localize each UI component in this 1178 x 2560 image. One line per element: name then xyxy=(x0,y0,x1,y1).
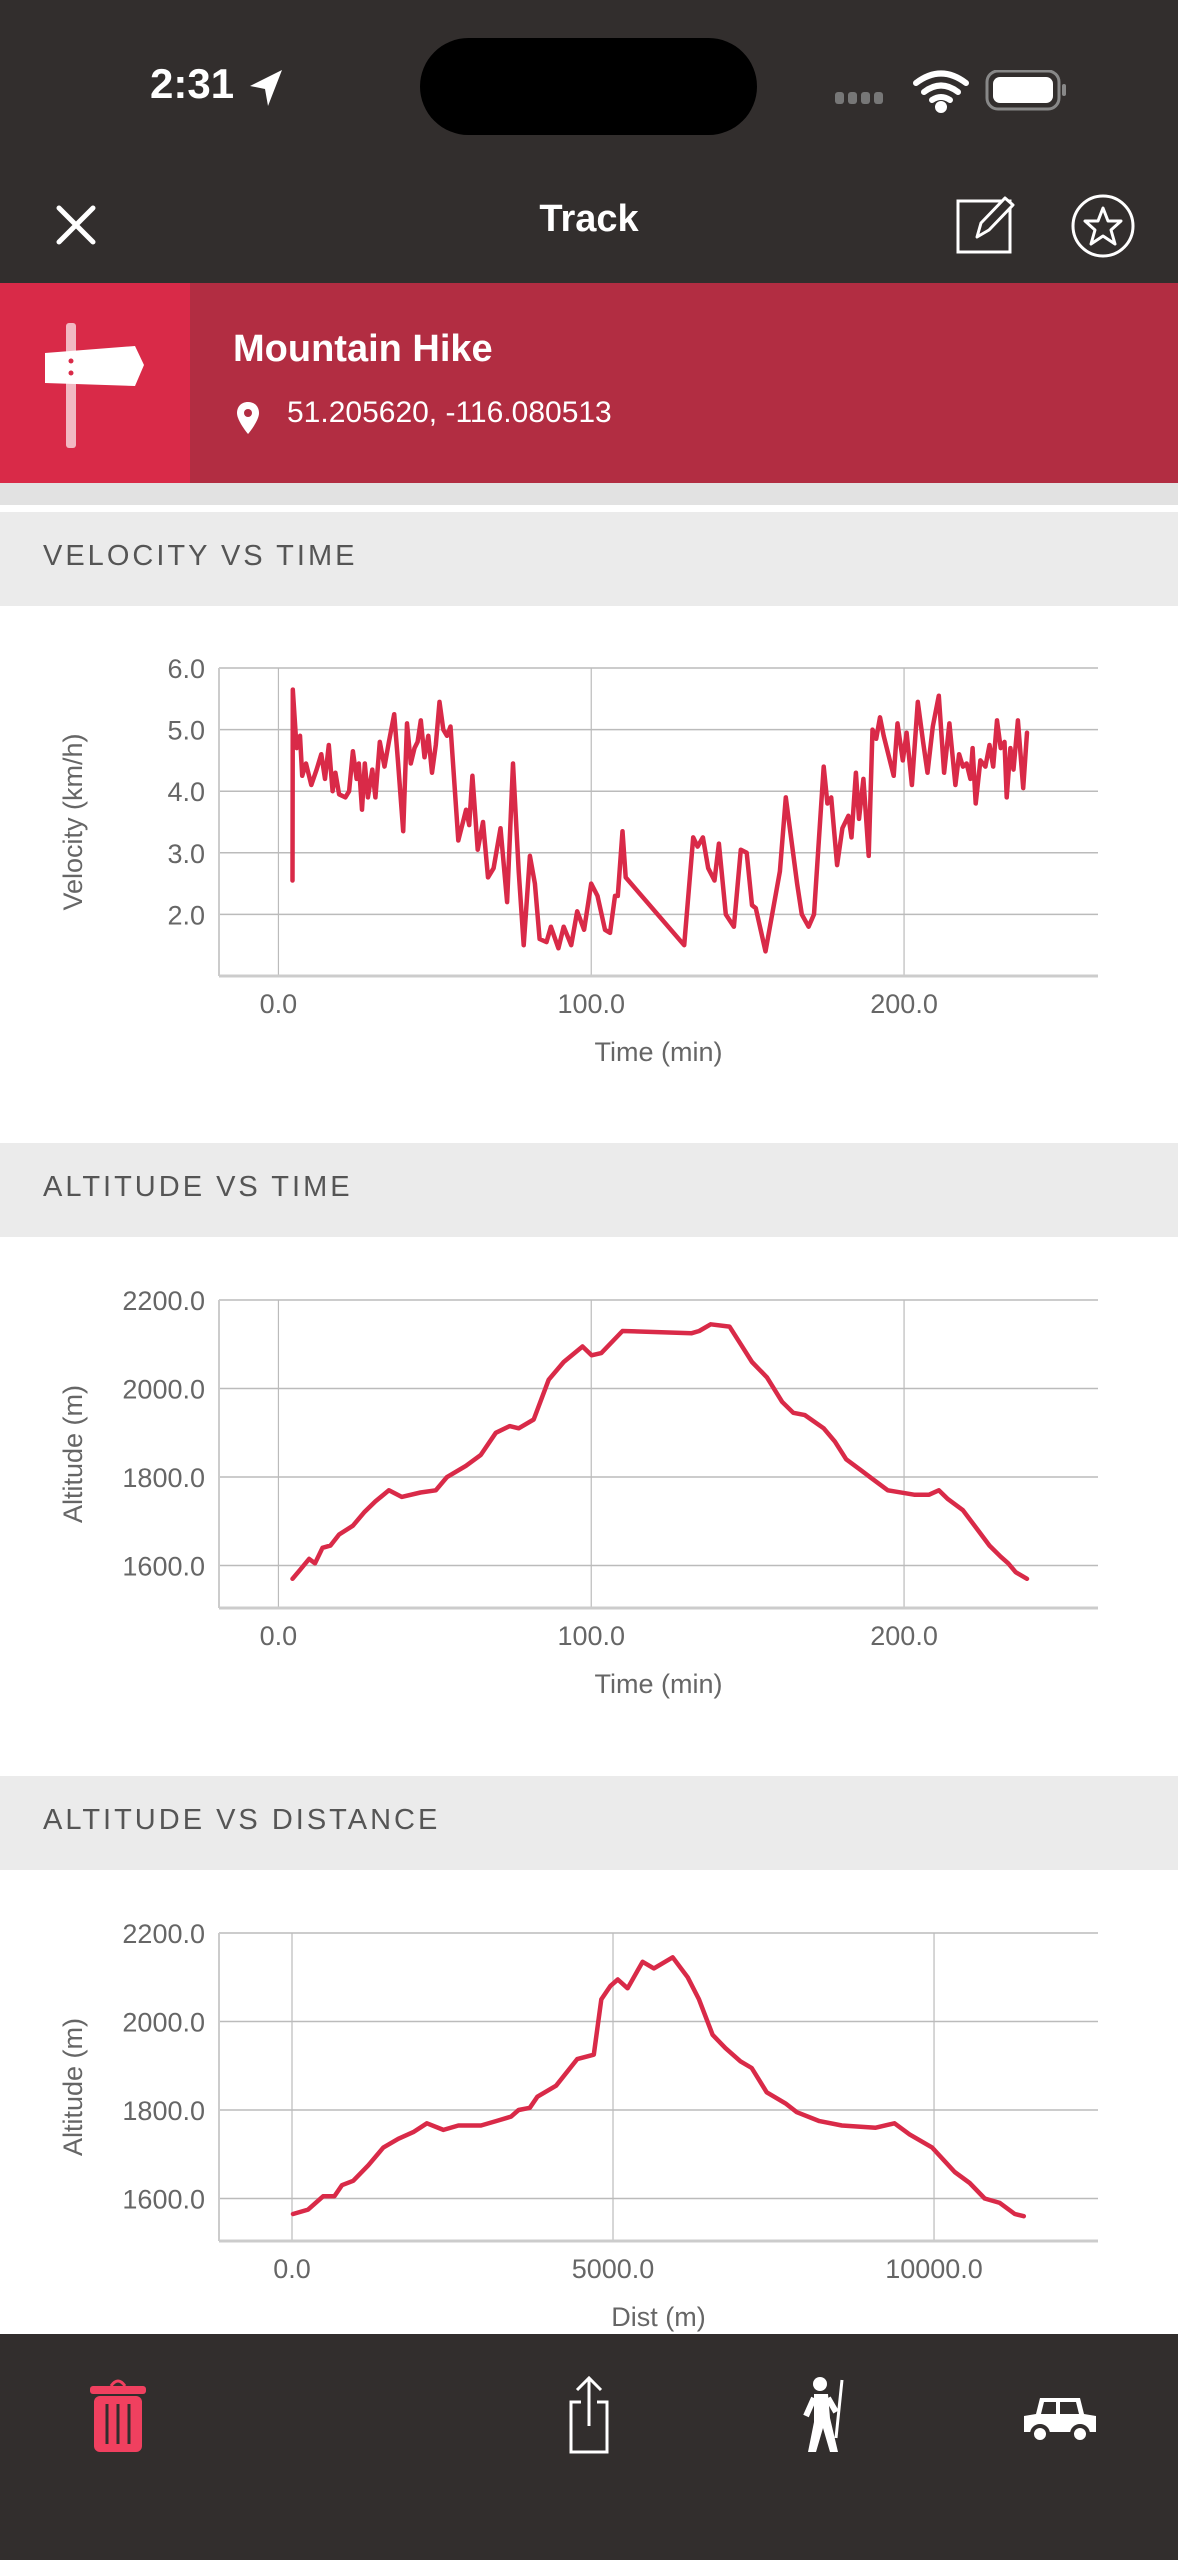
hiker-icon[interactable] xyxy=(784,2374,864,2454)
y-tick-label: 2000.0 xyxy=(122,1375,205,1405)
y-tick-label: 3.0 xyxy=(167,839,205,869)
edit-icon[interactable] xyxy=(955,193,1017,255)
x-tick-label: 5000.0 xyxy=(572,2254,655,2284)
location-pin-icon xyxy=(237,402,259,434)
section-header-altitude-time: ALTITUDE VS TIME xyxy=(0,1143,1178,1237)
section-title: VELOCITY VS TIME xyxy=(43,540,358,572)
track-name: Mountain Hike xyxy=(233,328,493,370)
close-icon[interactable] xyxy=(55,204,97,246)
x-tick-label: 200.0 xyxy=(870,989,938,1019)
trash-icon[interactable] xyxy=(78,2374,158,2454)
bottom-toolbar xyxy=(0,2334,1178,2560)
y-tick-label: 1600.0 xyxy=(122,1552,205,1582)
section-title: ALTITUDE VS TIME xyxy=(43,1171,353,1203)
location-arrow-icon xyxy=(250,70,282,106)
x-axis-title: Time (min) xyxy=(595,1037,723,1067)
velocity-time-chart: 2.0 3.0 4.0 5.0 6.0 0.0 100.0 200.0 Time (min) Ve… xyxy=(58,654,1098,1067)
x-tick-label: 0.0 xyxy=(260,989,298,1019)
y-tick-label: 5.0 xyxy=(167,716,205,746)
y-tick-label: 6.0 xyxy=(167,654,205,684)
car-icon[interactable] xyxy=(1020,2374,1100,2454)
status-icons xyxy=(835,70,1066,113)
divider xyxy=(0,483,1178,505)
track-coordinates: 51.205620, -116.080513 xyxy=(287,396,612,429)
favorite-star-icon[interactable] xyxy=(1070,193,1136,259)
x-tick-label: 0.0 xyxy=(273,2254,311,2284)
x-tick-label: 10000.0 xyxy=(885,2254,983,2284)
data-line xyxy=(290,1322,1030,1582)
section-header-altitude-distance: ALTITUDE VS DISTANCE xyxy=(0,1776,1178,1870)
x-tick-label: 200.0 xyxy=(870,1621,938,1651)
data-line xyxy=(290,687,1030,954)
y-tick-label: 1600.0 xyxy=(122,2185,205,2215)
track-type-icon-box xyxy=(0,283,190,483)
y-tick-label: 4.0 xyxy=(167,777,205,807)
altitude-time-chart: 1600.0 1800.0 2000.0 2200.0 0.0 100.0 200.0 Tim… xyxy=(58,1286,1098,1699)
battery-icon xyxy=(985,70,1066,111)
dynamic-island xyxy=(420,38,757,135)
x-axis-title: Dist (m) xyxy=(611,2302,705,2332)
top-bar: 2:31 Track xyxy=(0,0,1178,283)
y-axis-title: Altitude (m) xyxy=(58,2018,88,2156)
share-icon[interactable] xyxy=(549,2374,629,2454)
data-line xyxy=(290,1955,1027,2219)
x-tick-label: 100.0 xyxy=(557,1621,625,1651)
x-axis-title: Time (min) xyxy=(595,1669,723,1699)
y-tick-label: 2000.0 xyxy=(122,2008,205,2038)
y-axis-title: Altitude (m) xyxy=(58,1385,88,1523)
y-tick-label: 2200.0 xyxy=(122,1919,205,1949)
section-title: ALTITUDE VS DISTANCE xyxy=(43,1804,441,1836)
track-banner: Mountain Hike 51.205620, -116.080513 xyxy=(0,283,1178,483)
section-header-velocity-time: VELOCITY VS TIME xyxy=(0,512,1178,606)
x-tick-label: 100.0 xyxy=(557,989,625,1019)
page-title: Track xyxy=(539,198,639,240)
y-tick-label: 1800.0 xyxy=(122,2096,205,2126)
y-tick-label: 2.0 xyxy=(167,900,205,930)
wifi-icon xyxy=(913,70,969,113)
y-tick-label: 1800.0 xyxy=(122,1463,205,1493)
status-time: 2:31 xyxy=(150,60,235,107)
x-tick-label: 0.0 xyxy=(260,1621,298,1651)
y-axis-title: Velocity (km/h) xyxy=(58,733,88,910)
altitude-distance-chart: 1600.0 1800.0 2000.0 2200.0 0.0 5000.0 10000.0… xyxy=(58,1919,1098,2332)
signpost-icon xyxy=(45,323,144,448)
cellular-signal-icon xyxy=(835,92,883,104)
y-tick-label: 2200.0 xyxy=(122,1286,205,1316)
